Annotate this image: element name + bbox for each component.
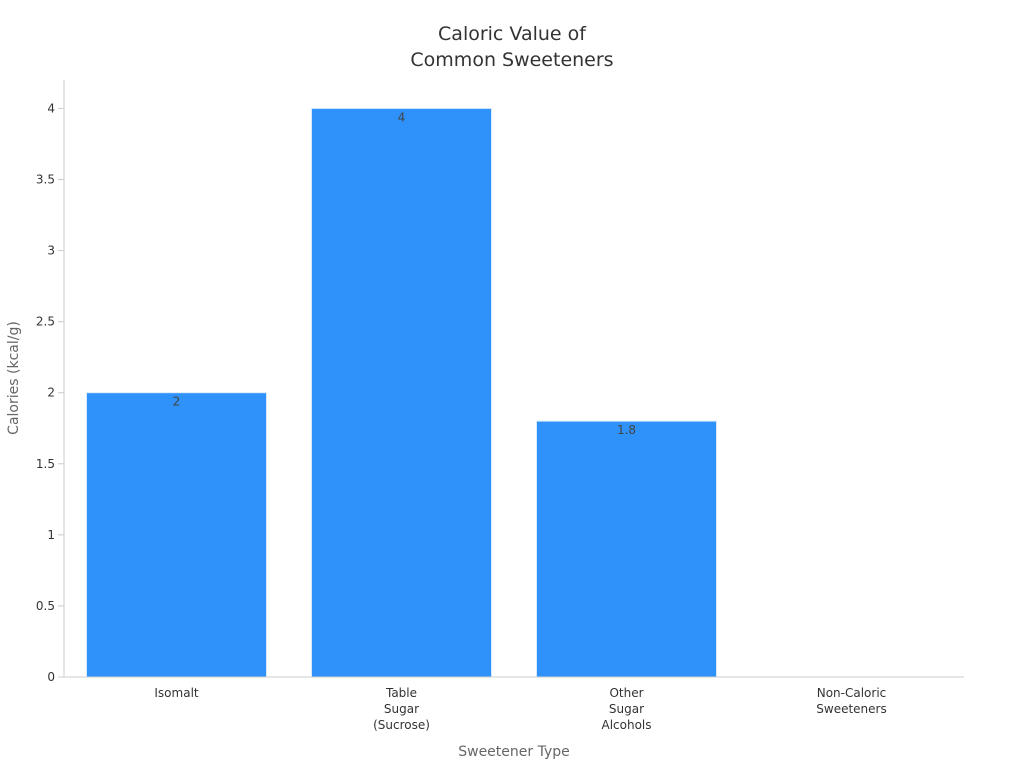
data-label: 4 xyxy=(398,110,406,124)
x-axis-title: Sweetener Type xyxy=(458,744,570,760)
y-tick-label: 1.5 xyxy=(36,457,55,471)
y-tick-label: 3.5 xyxy=(36,173,55,187)
x-tick-label: Sugar xyxy=(384,702,419,716)
x-tick-label: Sugar xyxy=(609,702,644,716)
bars-layer: 241.8 xyxy=(86,107,717,678)
y-tick-label: 0 xyxy=(47,670,55,684)
y-tick-label: 0.5 xyxy=(36,599,55,613)
y-axis-title: Calories (kcal/g) xyxy=(6,321,22,435)
y-tick-label: 4 xyxy=(47,101,55,115)
x-tick-label: Sweeteners xyxy=(816,702,886,716)
bar xyxy=(86,392,267,678)
x-tick-label: Isomalt xyxy=(154,686,199,700)
y-tick-label: 1 xyxy=(47,528,55,542)
y-axis: 0 0.5 1 1.5 2 2.5 3 3.5 4 xyxy=(36,80,65,684)
bar xyxy=(311,107,492,678)
x-tick-label: Alcohols xyxy=(601,718,651,732)
chart-title-line-1: Caloric Value of xyxy=(438,23,587,45)
bar xyxy=(536,420,717,678)
y-tick-label: 2 xyxy=(47,386,55,400)
y-tick-label: 2.5 xyxy=(36,315,55,329)
chart-title-line-2: Common Sweeteners xyxy=(410,49,613,71)
y-tick-label: 3 xyxy=(47,244,55,258)
x-axis: Isomalt Table Sugar (Sucrose) Other Sugar Alco… xyxy=(64,676,964,732)
x-tick-label: Other xyxy=(609,686,643,700)
data-label: 1.8 xyxy=(617,423,636,437)
x-tick-label: (Sucrose) xyxy=(373,718,430,732)
x-tick-label: Table xyxy=(385,686,417,700)
x-tick-label: Non-Caloric xyxy=(817,686,887,700)
data-label: 2 xyxy=(173,395,181,409)
